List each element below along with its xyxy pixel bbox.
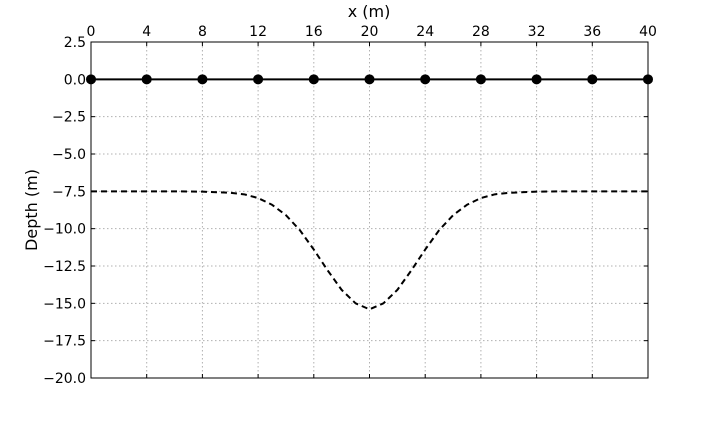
x-tick-label: 0 bbox=[87, 24, 96, 40]
x-tick-label: 32 bbox=[528, 24, 546, 40]
surface-marker-point bbox=[531, 74, 542, 85]
y-axis-label: Depth (m) bbox=[22, 169, 41, 251]
y-tick-label: 2.5 bbox=[64, 35, 86, 51]
x-tick-labels: 0 4 8 12 16 20 24 28 32 36 40 bbox=[87, 24, 657, 40]
y-tick-labels: 2.5 0.0 −2.5 −5.0 −7.5 −10.0 −12.5 −15.0 −17.5 −2… bbox=[43, 35, 86, 387]
surface-marker-point bbox=[197, 74, 208, 85]
surface-marker-point bbox=[253, 74, 264, 85]
x-tick-label: 12 bbox=[249, 24, 267, 40]
surface-marker-point bbox=[141, 74, 152, 85]
series-group bbox=[86, 74, 653, 311]
x-tick-label: 36 bbox=[583, 24, 601, 40]
y-tick-label: −5.0 bbox=[52, 147, 86, 163]
y-tick-label: −17.5 bbox=[43, 334, 86, 350]
surface-marker-point bbox=[587, 74, 598, 85]
x-tick-label: 28 bbox=[472, 24, 490, 40]
x-tick-label: 8 bbox=[198, 24, 207, 40]
x-tick-label: 4 bbox=[142, 24, 151, 40]
x-axis-label: x (m) bbox=[348, 2, 391, 21]
surface-marker-point bbox=[475, 74, 486, 85]
y-tick-label: −20.0 bbox=[43, 371, 86, 387]
y-tick-label: −7.5 bbox=[52, 184, 86, 200]
tick-marks bbox=[90, 41, 649, 379]
x-tick-label: 24 bbox=[416, 24, 434, 40]
surface-marker-point bbox=[308, 74, 319, 85]
y-tick-label: 0.0 bbox=[64, 72, 86, 88]
y-tick-label: −10.0 bbox=[43, 222, 86, 238]
y-tick-label: −15.0 bbox=[43, 296, 86, 312]
x-tick-label: 20 bbox=[361, 24, 379, 40]
y-tick-label: −2.5 bbox=[52, 110, 86, 126]
y-tick-label: −12.5 bbox=[43, 259, 86, 275]
x-tick-label: 16 bbox=[305, 24, 323, 40]
surface-marker-point bbox=[420, 74, 431, 85]
surface-marker-point bbox=[364, 74, 375, 85]
x-tick-label: 40 bbox=[639, 24, 657, 40]
